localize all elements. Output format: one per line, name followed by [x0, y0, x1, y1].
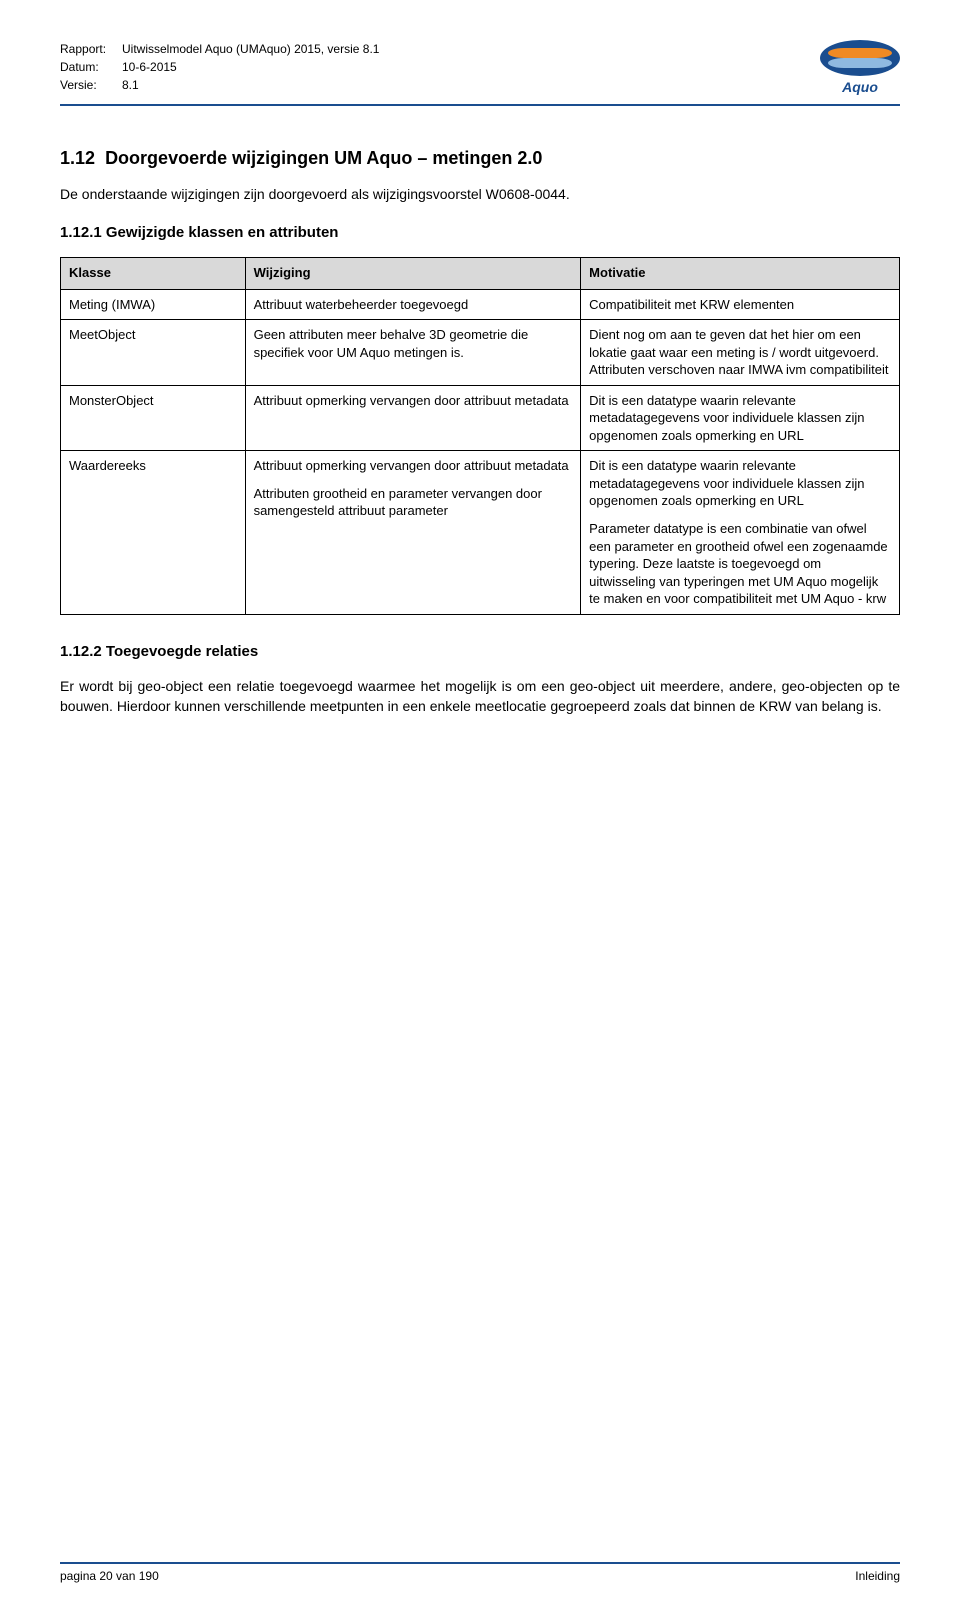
cell-motivatie: Compatibiliteit met KRW elementen	[581, 289, 900, 320]
date-value: 10-6-2015	[122, 58, 177, 76]
cell-motivatie: Dient nog om aan te geven dat het hier o…	[581, 320, 900, 386]
cell-wijziging: Attribuut opmerking vervangen door attri…	[245, 451, 581, 614]
table-row: MonsterObject Attribuut opmerking vervan…	[61, 385, 900, 451]
cell-klasse: MeetObject	[61, 320, 246, 386]
logo: Aquo	[820, 40, 900, 98]
table-row: Waardereeks Attribuut opmerking vervange…	[61, 451, 900, 614]
th-klasse: Klasse	[61, 258, 246, 289]
date-label: Datum:	[60, 58, 122, 76]
table-row: MeetObject Geen attributen meer behalve …	[61, 320, 900, 386]
subsection1-heading: 1.12.1 Gewijzigde klassen en attributen	[60, 222, 900, 243]
cell-motivatie: Dit is een datatype waarin relevante met…	[581, 451, 900, 614]
cell-klasse: MonsterObject	[61, 385, 246, 451]
cell-motivatie: Dit is een datatype waarin relevante met…	[581, 385, 900, 451]
cell-text: Compatibiliteit met KRW elementen	[589, 296, 891, 314]
header-meta: Rapport: Uitwisselmodel Aquo (UMAquo) 20…	[60, 40, 379, 94]
subsection2-title-text: Toegevoegde relaties	[106, 643, 258, 660]
cell-wijziging: Geen attributen meer behalve 3D geometri…	[245, 320, 581, 386]
section-number: 1.12	[60, 148, 95, 168]
report-label: Rapport:	[60, 40, 122, 58]
footer-page: pagina 20 van 190	[60, 1568, 159, 1585]
cell-text: Dit is een datatype waarin relevante met…	[589, 392, 891, 445]
cell-text: Dient nog om aan te geven dat het hier o…	[589, 326, 891, 379]
th-wijziging: Wijziging	[245, 258, 581, 289]
subsection2-heading: 1.12.2 Toegevoegde relaties	[60, 641, 900, 662]
cell-wijziging: Attribuut waterbeheerder toegevoegd	[245, 289, 581, 320]
cell-text: Attributen grootheid en parameter vervan…	[254, 485, 573, 520]
cell-wijziging: Attribuut opmerking vervangen door attri…	[245, 385, 581, 451]
footer-section: Inleiding	[855, 1568, 900, 1585]
logo-icon	[820, 40, 900, 76]
cell-text: Geen attributen meer behalve 3D geometri…	[254, 326, 573, 361]
cell-text: Attribuut opmerking vervangen door attri…	[254, 457, 573, 475]
page-header: Rapport: Uitwisselmodel Aquo (UMAquo) 20…	[60, 40, 900, 106]
subsection2-number: 1.12.2	[60, 643, 102, 660]
version-label: Versie:	[60, 76, 122, 94]
th-motivatie: Motivatie	[581, 258, 900, 289]
section-intro: De onderstaande wijzigingen zijn doorgev…	[60, 185, 900, 205]
logo-text: Aquo	[842, 78, 878, 98]
cell-text: Attribuut opmerking vervangen door attri…	[254, 392, 573, 410]
page-footer: pagina 20 van 190 Inleiding	[60, 1562, 900, 1585]
cell-klasse: Meting (IMWA)	[61, 289, 246, 320]
table-header-row: Klasse Wijziging Motivatie	[61, 258, 900, 289]
cell-klasse: Waardereeks	[61, 451, 246, 614]
subsection2-body: Er wordt bij geo-object een relatie toeg…	[60, 676, 900, 717]
cell-text: Parameter datatype is een combinatie van…	[589, 520, 891, 608]
cell-text: Dit is een datatype waarin relevante met…	[589, 457, 891, 510]
cell-text: Attribuut waterbeheerder toegevoegd	[254, 296, 573, 314]
subsection1-number: 1.12.1	[60, 224, 102, 241]
changes-table: Klasse Wijziging Motivatie Meting (IMWA)…	[60, 257, 900, 614]
report-value: Uitwisselmodel Aquo (UMAquo) 2015, versi…	[122, 40, 379, 58]
subsection1-title-text: Gewijzigde klassen en attributen	[106, 224, 339, 241]
section-title-text: Doorgevoerde wijzigingen UM Aquo – metin…	[105, 148, 542, 168]
section-heading: 1.12 Doorgevoerde wijzigingen UM Aquo – …	[60, 146, 900, 171]
version-value: 8.1	[122, 76, 139, 94]
table-row: Meting (IMWA) Attribuut waterbeheerder t…	[61, 289, 900, 320]
